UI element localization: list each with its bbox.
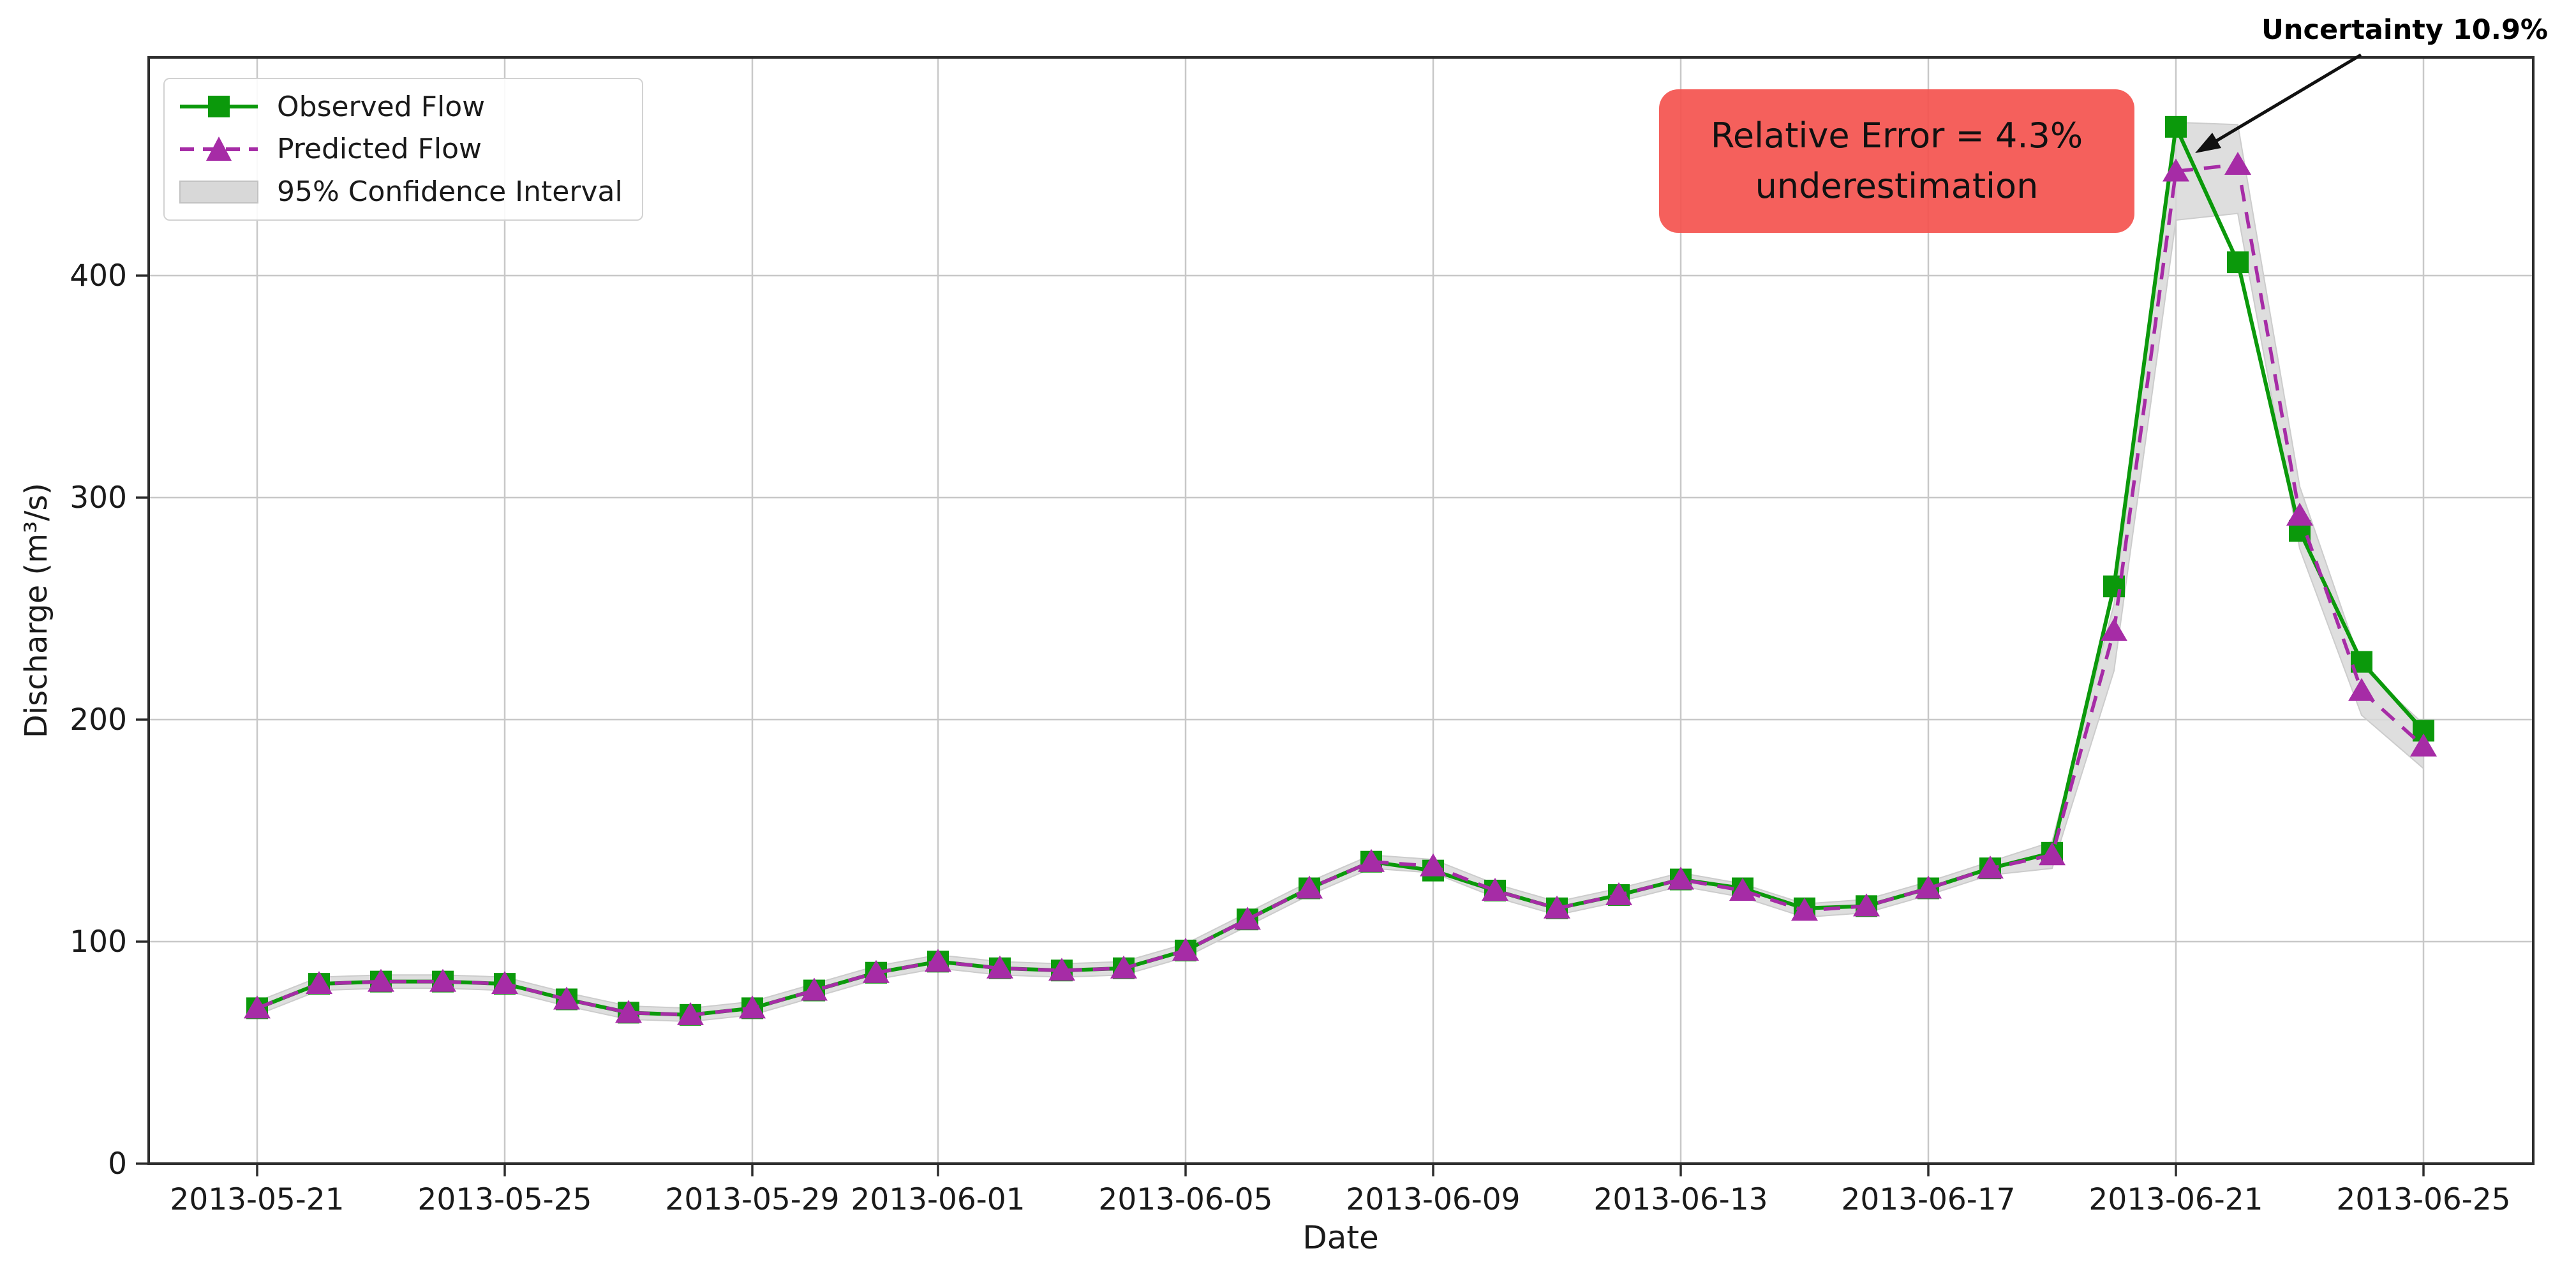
uncertainty-arrow [2195,53,2362,153]
predicted-marker [2039,842,2066,866]
predicted-marker [1544,895,1570,919]
predicted-marker [244,995,271,1019]
predicted-marker [491,971,518,995]
x-tick-label: 2013-05-25 [417,1182,592,1217]
predicted-marker [1110,955,1137,979]
predicted-line-sample-icon [180,136,258,161]
y-tick-label: 0 [108,1146,127,1181]
plot-frame [147,56,2535,1165]
observed-marker [2227,251,2249,274]
predicted-marker [1296,875,1323,899]
predicted-marker [2348,678,2375,701]
relative-error-line1: Relative Error = 4.3% [1710,115,2083,156]
legend-label-predicted: Predicted Flow [277,133,482,166]
predicted-marker [2410,733,2437,757]
uncertainty-annotation-label: Uncertainty 10.9% [2261,14,2548,46]
predicted-marker [553,986,580,1010]
relative-error-annotation-box: Relative Error = 4.3% underestimation [1659,89,2134,233]
uncertainty-arrowhead-icon [2195,133,2221,153]
y-tick-label: 300 [70,480,127,515]
predicted-marker [2101,618,2127,641]
predicted-marker [368,968,394,992]
relative-error-line2: underestimation [1755,165,2039,206]
predicted-marker [739,995,766,1019]
predicted-sample-marker [206,136,232,161]
legend: Observed Flow Predicted Flow 95% Confide… [163,78,643,221]
predicted-marker [1234,907,1261,930]
y-tick-label: 200 [70,702,127,737]
predicted-line [256,162,2425,1017]
ci-sample-patch [179,180,258,204]
predicted-marker [1048,958,1075,981]
y-tick-label: 100 [70,924,127,959]
predicted-marker [1729,877,1756,901]
x-tick-label: 2013-06-21 [2088,1182,2263,1217]
legend-item-ci: 95% Confidence Interval [177,175,629,208]
legend-item-observed: Observed Flow [177,91,629,123]
predicted-marker [1915,875,1942,899]
ci-patch-sample-icon [179,180,258,204]
predicted-marker [1667,866,1694,890]
predicted-marker [1420,853,1447,877]
legend-label-ci: 95% Confidence Interval [277,175,623,209]
predicted-marker [1853,893,1880,917]
predicted-marker [1358,848,1385,872]
uncertainty-arrow-line [2212,53,2362,145]
x-tick-label: 2013-06-01 [851,1182,1025,1217]
y-axis-label: Discharge (m³/s) [19,482,54,739]
y-tick-label: 400 [70,258,127,293]
predicted-marker [1172,937,1199,961]
x-tick-label: 2013-05-21 [170,1182,344,1217]
confidence-band [257,121,2424,1023]
predicted-marker [1977,856,2004,879]
x-tick-label: 2013-06-17 [1841,1182,2015,1217]
x-axis-label: Date [1302,1219,1379,1256]
observed-marker [2165,115,2187,138]
predicted-marker [1482,877,1508,901]
x-tick-label: 2013-06-13 [1593,1182,1768,1217]
predicted-marker [677,1002,704,1025]
predicted-marker [925,949,951,972]
predicted-marker [429,968,456,992]
predicted-marker [2163,158,2189,182]
observed-marker [2103,575,2125,598]
predicted-marker [863,959,890,983]
predicted-marker [2286,502,2313,526]
predicted-marker [986,955,1013,979]
x-tick-label: 2013-06-09 [1346,1182,1520,1217]
x-tick-label: 2013-06-05 [1098,1182,1272,1217]
predicted-marker [801,977,828,1001]
predicted-marker [1791,898,1818,921]
predicted-marker [615,1000,642,1023]
predicted-marker [2224,152,2251,175]
observed-sample-marker [208,96,230,118]
legend-item-predicted: Predicted Flow [177,133,629,165]
predicted-marker [1605,882,1632,905]
legend-label-observed: Observed Flow [277,90,486,123]
observed-line-sample-icon [180,96,258,118]
predicted-marker [306,971,332,995]
x-tick-label: 2013-06-25 [2336,1182,2510,1217]
x-tick-label: 2013-05-29 [665,1182,839,1217]
